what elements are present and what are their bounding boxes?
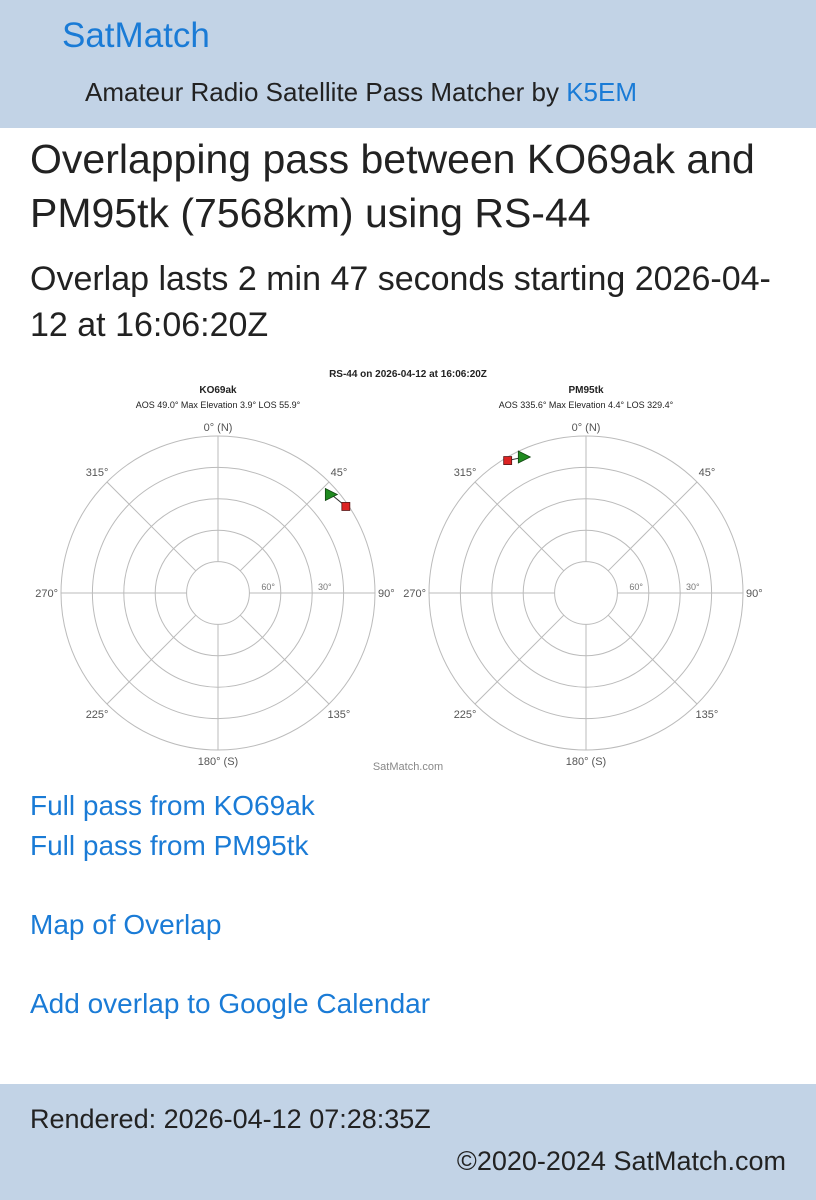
direction-label: 180° (S)	[566, 756, 606, 768]
azimuth-spoke	[607, 481, 698, 572]
brand-link[interactable]: SatMatch	[62, 16, 210, 55]
rendered-timestamp: Rendered: 2026-04-12 07:28:35Z	[30, 1104, 431, 1134]
direction-label: 45°	[699, 467, 716, 479]
polar-plot-figure: RS-44 on 2026-04-12 at 16:06:20Z SatMatc…	[0, 360, 816, 780]
los-marker	[503, 456, 513, 465]
azimuth-spoke	[474, 481, 565, 572]
elevation-label: 60°	[629, 582, 643, 592]
panel-info: AOS 335.6° Max Elevation 4.4° LOS 329.4°	[499, 400, 674, 410]
elevation-ring	[186, 561, 250, 625]
panel-info: AOS 49.0° Max Elevation 3.9° LOS 55.9°	[136, 400, 301, 410]
panel-title: KO69ak	[199, 385, 237, 396]
site-header: SatMatch Amateur Radio Satellite Pass Ma…	[0, 0, 816, 128]
figure-title: RS-44 on 2026-04-12 at 16:06:20Z	[329, 369, 487, 380]
copyright-text: ©2020-2024 SatMatch.com	[456, 1146, 786, 1176]
overlap-summary: Overlap lasts 2 min 47 seconds starting …	[30, 260, 771, 344]
k5em-link[interactable]: K5EM	[566, 77, 638, 107]
direction-label: 135°	[328, 709, 351, 721]
direction-label: 0° (N)	[204, 422, 233, 434]
tagline: Amateur Radio Satellite Pass Matcher by …	[85, 77, 637, 108]
elevation-label: 30°	[686, 582, 700, 592]
page-title: Overlapping pass between KO69ak and PM95…	[30, 136, 755, 236]
aos-marker	[517, 450, 532, 464]
figure-credit: SatMatch.com	[373, 761, 443, 773]
direction-label: 270°	[35, 588, 58, 600]
full-pass-ko69ak-link[interactable]: Full pass from KO69ak	[30, 790, 315, 821]
azimuth-spoke	[239, 614, 330, 705]
link-list: Full pass from KO69ak Full pass from PM9…	[30, 786, 430, 1024]
aos-marker	[324, 487, 339, 502]
elevation-label: 30°	[318, 582, 332, 592]
panel-title: PM95tk	[568, 385, 603, 396]
elevation-ring	[554, 561, 618, 625]
direction-label: 225°	[454, 709, 477, 721]
polar-plot-svg: RS-44 on 2026-04-12 at 16:06:20Z SatMatc…	[35, 369, 763, 773]
azimuth-spoke	[106, 614, 197, 705]
direction-label: 90°	[746, 588, 763, 600]
direction-label: 90°	[378, 588, 395, 600]
azimuth-spoke	[106, 481, 197, 572]
direction-label: 315°	[86, 467, 109, 479]
google-calendar-link[interactable]: Add overlap to Google Calendar	[30, 988, 431, 1019]
los-marker	[341, 502, 351, 511]
azimuth-spoke	[474, 614, 565, 705]
direction-label: 225°	[86, 709, 109, 721]
azimuth-spoke	[239, 481, 330, 572]
direction-label: 180° (S)	[198, 756, 238, 768]
site-footer: Rendered: 2026-04-12 07:28:35Z ©2020-202…	[0, 1084, 816, 1200]
map-of-overlap-link[interactable]: Map of Overlap	[30, 909, 222, 940]
direction-label: 45°	[331, 467, 348, 479]
elevation-label: 60°	[261, 582, 275, 592]
azimuth-spoke	[607, 614, 698, 705]
direction-label: 0° (N)	[572, 422, 601, 434]
direction-label: 270°	[403, 588, 426, 600]
full-pass-pm95tk-link[interactable]: Full pass from PM95tk	[30, 830, 309, 861]
direction-label: 315°	[454, 467, 477, 479]
tagline-text: Amateur Radio Satellite Pass Matcher by	[85, 77, 567, 107]
direction-label: 135°	[696, 709, 719, 721]
